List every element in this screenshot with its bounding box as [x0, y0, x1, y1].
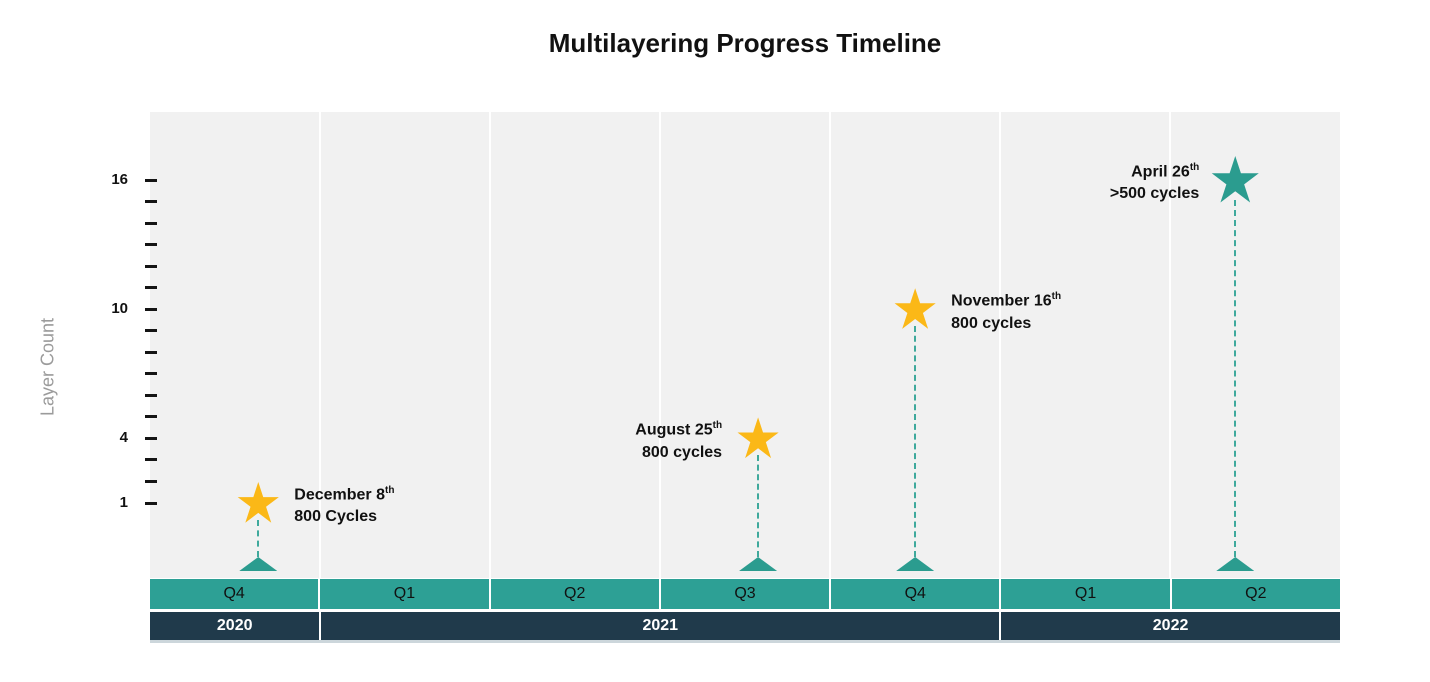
y-tick-label: 16 — [111, 171, 128, 188]
y-tick — [145, 264, 157, 268]
y-tick — [145, 221, 157, 225]
y-tick — [145, 372, 157, 376]
event-cycles: 800 Cycles — [294, 508, 378, 526]
quarter-gridline — [319, 112, 321, 578]
event-connector-line — [1234, 200, 1237, 557]
quarter-cell: Q1 — [1001, 579, 1170, 609]
y-tick — [145, 350, 157, 354]
quarter-gridline — [999, 112, 1001, 578]
quarter-cell: Q2 — [490, 579, 659, 609]
event-date-suffix: th — [1189, 162, 1200, 173]
quarter-gridline — [1169, 112, 1171, 578]
year-cell: 2020 — [150, 612, 320, 640]
y-tick-label: 1 — [119, 494, 128, 511]
quarter-cell: Q4 — [831, 579, 1000, 609]
event-label: April 26th >500 cycles — [939, 157, 1199, 205]
y-tick — [145, 329, 157, 333]
plot-area — [150, 112, 1340, 578]
quarter-axis-bar: Q4 Q1 Q2 Q3 Q4 Q1 Q2 — [150, 579, 1340, 609]
event-cycles: 800 cycles — [951, 314, 1032, 332]
quarter-gridline — [659, 112, 661, 578]
y-tick — [145, 200, 157, 204]
y-tick — [145, 501, 157, 505]
y-tick — [145, 458, 157, 462]
event-connector-line — [914, 326, 917, 557]
event-connector-line — [257, 520, 260, 557]
y-tick — [145, 307, 157, 311]
event-cycles: >500 cycles — [1109, 185, 1200, 203]
y-tick — [145, 286, 157, 290]
event-label: August 25th 800 cycles — [462, 415, 722, 463]
y-tick — [145, 178, 157, 182]
quarter-cell: Q3 — [660, 579, 830, 609]
y-tick — [145, 415, 157, 419]
y-tick — [145, 479, 157, 483]
event-date: November 16th — [951, 291, 1062, 310]
event-date: December 8th — [294, 485, 395, 504]
y-tick — [145, 436, 157, 440]
year-cell: 2021 — [321, 612, 1000, 640]
event-date-suffix: th — [1051, 291, 1062, 303]
quarter-gridline — [829, 112, 831, 578]
event-date-suffix: th — [385, 485, 395, 496]
chart-title: Multilayering Progress Timeline — [548, 28, 942, 58]
event-connector-line — [757, 455, 760, 557]
event-date-suffix: th — [712, 420, 723, 432]
event-date: August 25th — [635, 420, 723, 439]
quarter-gridline — [489, 112, 491, 578]
quarter-cell: Q4 — [150, 579, 319, 609]
y-tick-label: 10 — [111, 300, 128, 318]
y-tick-label: 4 — [119, 429, 128, 447]
year-axis-bar: 2020 2021 2022 — [150, 612, 1340, 643]
event-date: April 26th — [1131, 162, 1200, 181]
year-cell: 2022 — [1001, 612, 1340, 640]
event-label: December 8th 800 Cycles — [294, 480, 394, 528]
quarter-cell: Q2 — [1171, 579, 1340, 609]
y-tick — [145, 243, 157, 247]
event-cycles: 800 cycles — [642, 443, 723, 461]
event-label: November 16th 800 cycles — [951, 286, 1061, 334]
y-tick — [145, 393, 157, 397]
y-axis-title: Layer Count — [37, 317, 58, 417]
quarter-cell: Q1 — [320, 579, 489, 609]
